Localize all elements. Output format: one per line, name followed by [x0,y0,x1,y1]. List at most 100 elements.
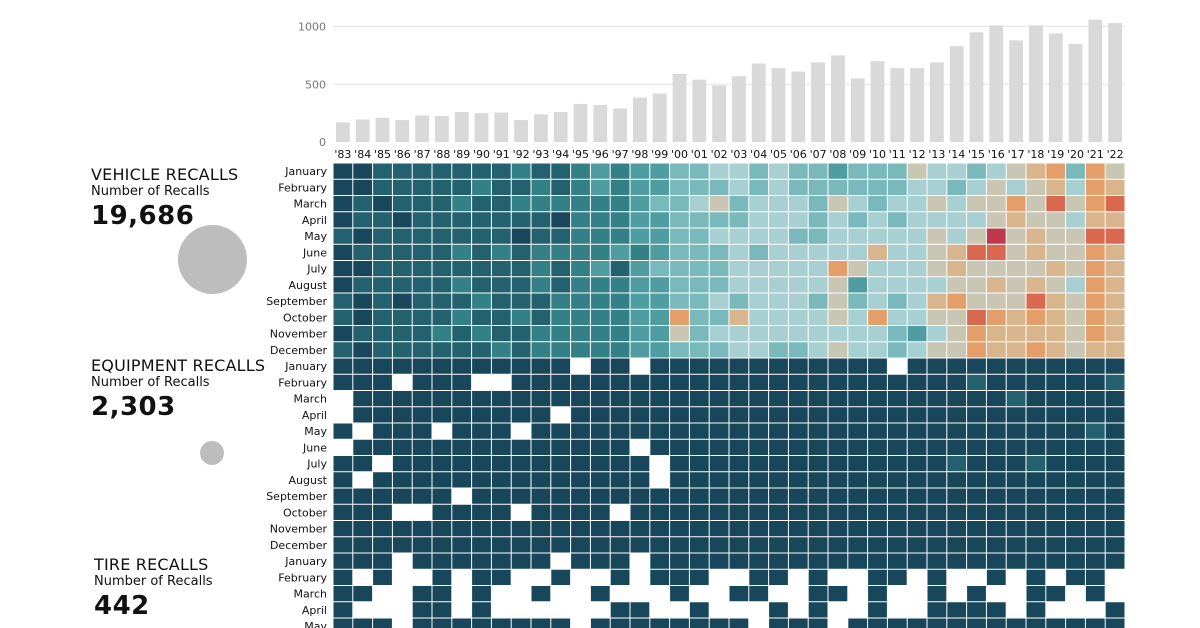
heatmap-cell [412,537,432,553]
heatmap-cell [868,602,887,618]
heatmap-cell [630,244,650,260]
x-tick-label: '89 [453,148,470,161]
heatmap-cell [749,407,769,423]
heatmap-cell [1085,293,1105,309]
heatmap-cell [947,602,967,618]
x-tick-label: '15 [968,148,985,161]
heatmap-cell [1046,456,1066,472]
heatmap-cell [670,618,689,628]
heatmap-cell [1006,521,1026,537]
heatmap-cell [887,244,907,260]
tire-recalls-label: TIRE RECALLS Number of Recalls 442 [94,556,213,622]
heatmap-cell [769,309,788,325]
heatmap-cell [828,391,848,407]
month-label: April [302,409,327,422]
heatmap-cell [808,488,828,504]
heatmap-cell [689,618,709,628]
heatmap-cell [729,261,749,277]
heatmap-cell [432,586,452,602]
heatmap-cell [353,228,373,244]
heatmap-cell [769,277,788,293]
heatmap-cell [1006,504,1026,520]
heatmap-cell [828,179,848,195]
heatmap-cell [373,504,392,520]
heatmap-cell [1026,342,1046,358]
x-tick-label: '03 [730,148,747,161]
heatmap-cell [472,521,491,537]
heatmap-cell [986,244,1006,260]
heatmap-cell [670,586,689,602]
heatmap-cell [749,472,769,488]
heatmap-cell [868,277,887,293]
heatmap-cell [412,391,432,407]
heatmap-cell [432,521,452,537]
heatmap-cell [1046,309,1066,325]
heatmap-cell [887,569,907,585]
heatmap-cell [689,261,709,277]
heatmap-cell [788,521,808,537]
heatmap-cell [769,569,788,585]
heatmap-cell [452,472,472,488]
heatmap-cell [353,586,373,602]
heatmap-cell [1085,618,1105,628]
heatmap-cell [1026,586,1046,602]
heatmap-cell [788,293,808,309]
heatmap-cell [610,537,630,553]
heatmap-cell [729,391,749,407]
heatmap-cell [709,407,729,423]
heatmap-cell [353,407,373,423]
heatmap-cell [412,553,432,569]
heatmap-cell [967,618,986,628]
heatmap-cell [392,521,412,537]
heatmap-cell [1105,326,1125,342]
heatmap-cell [848,537,868,553]
heatmap-cell [927,391,947,407]
heatmap-cell [551,293,571,309]
heatmap-cell [472,456,491,472]
heatmap-cell [531,407,551,423]
equipment-recalls-total: 2,303 [91,392,176,422]
heatmap-cell [927,521,947,537]
heatmap-cell [828,196,848,212]
heatmap-cell [788,618,808,628]
heatmap-cell [927,423,947,439]
heatmap-cell [947,618,967,628]
heatmap-cell [373,261,392,277]
heatmap-cell [630,309,650,325]
heatmap-cell [808,423,828,439]
heatmap-cell [907,521,927,537]
heatmap-cell [967,488,986,504]
heatmap-cell [848,326,868,342]
bar [573,103,588,142]
heatmap-cell [670,391,689,407]
heatmap-cell [392,163,412,179]
heatmap-cell [610,179,630,195]
heatmap-cell [491,423,511,439]
heatmap-cell [749,504,769,520]
heatmap-cell [887,456,907,472]
heatmap-cell [729,228,749,244]
heatmap-cell [333,569,353,585]
heatmap-cell [927,179,947,195]
heatmap-cell [491,326,511,342]
heatmap-cell [986,326,1006,342]
heatmap-cell [353,342,373,358]
heatmap-cell [392,407,412,423]
heatmap-cell [986,179,1006,195]
heatmap-cell [788,309,808,325]
heatmap-cell [1046,228,1066,244]
bar [771,68,786,142]
bar [652,93,667,142]
heatmap-cell [590,423,610,439]
heatmap-cell [392,228,412,244]
heatmap-cell [947,423,967,439]
heatmap-cell [472,228,491,244]
heatmap-cell [1105,602,1125,618]
heatmap-cell [887,212,907,228]
heatmap-cell [571,488,590,504]
heatmap-cell [610,277,630,293]
heatmap-cell [828,163,848,179]
heatmap-cell [967,374,986,390]
heatmap-cell [670,244,689,260]
heatmap-cell [1006,439,1026,455]
